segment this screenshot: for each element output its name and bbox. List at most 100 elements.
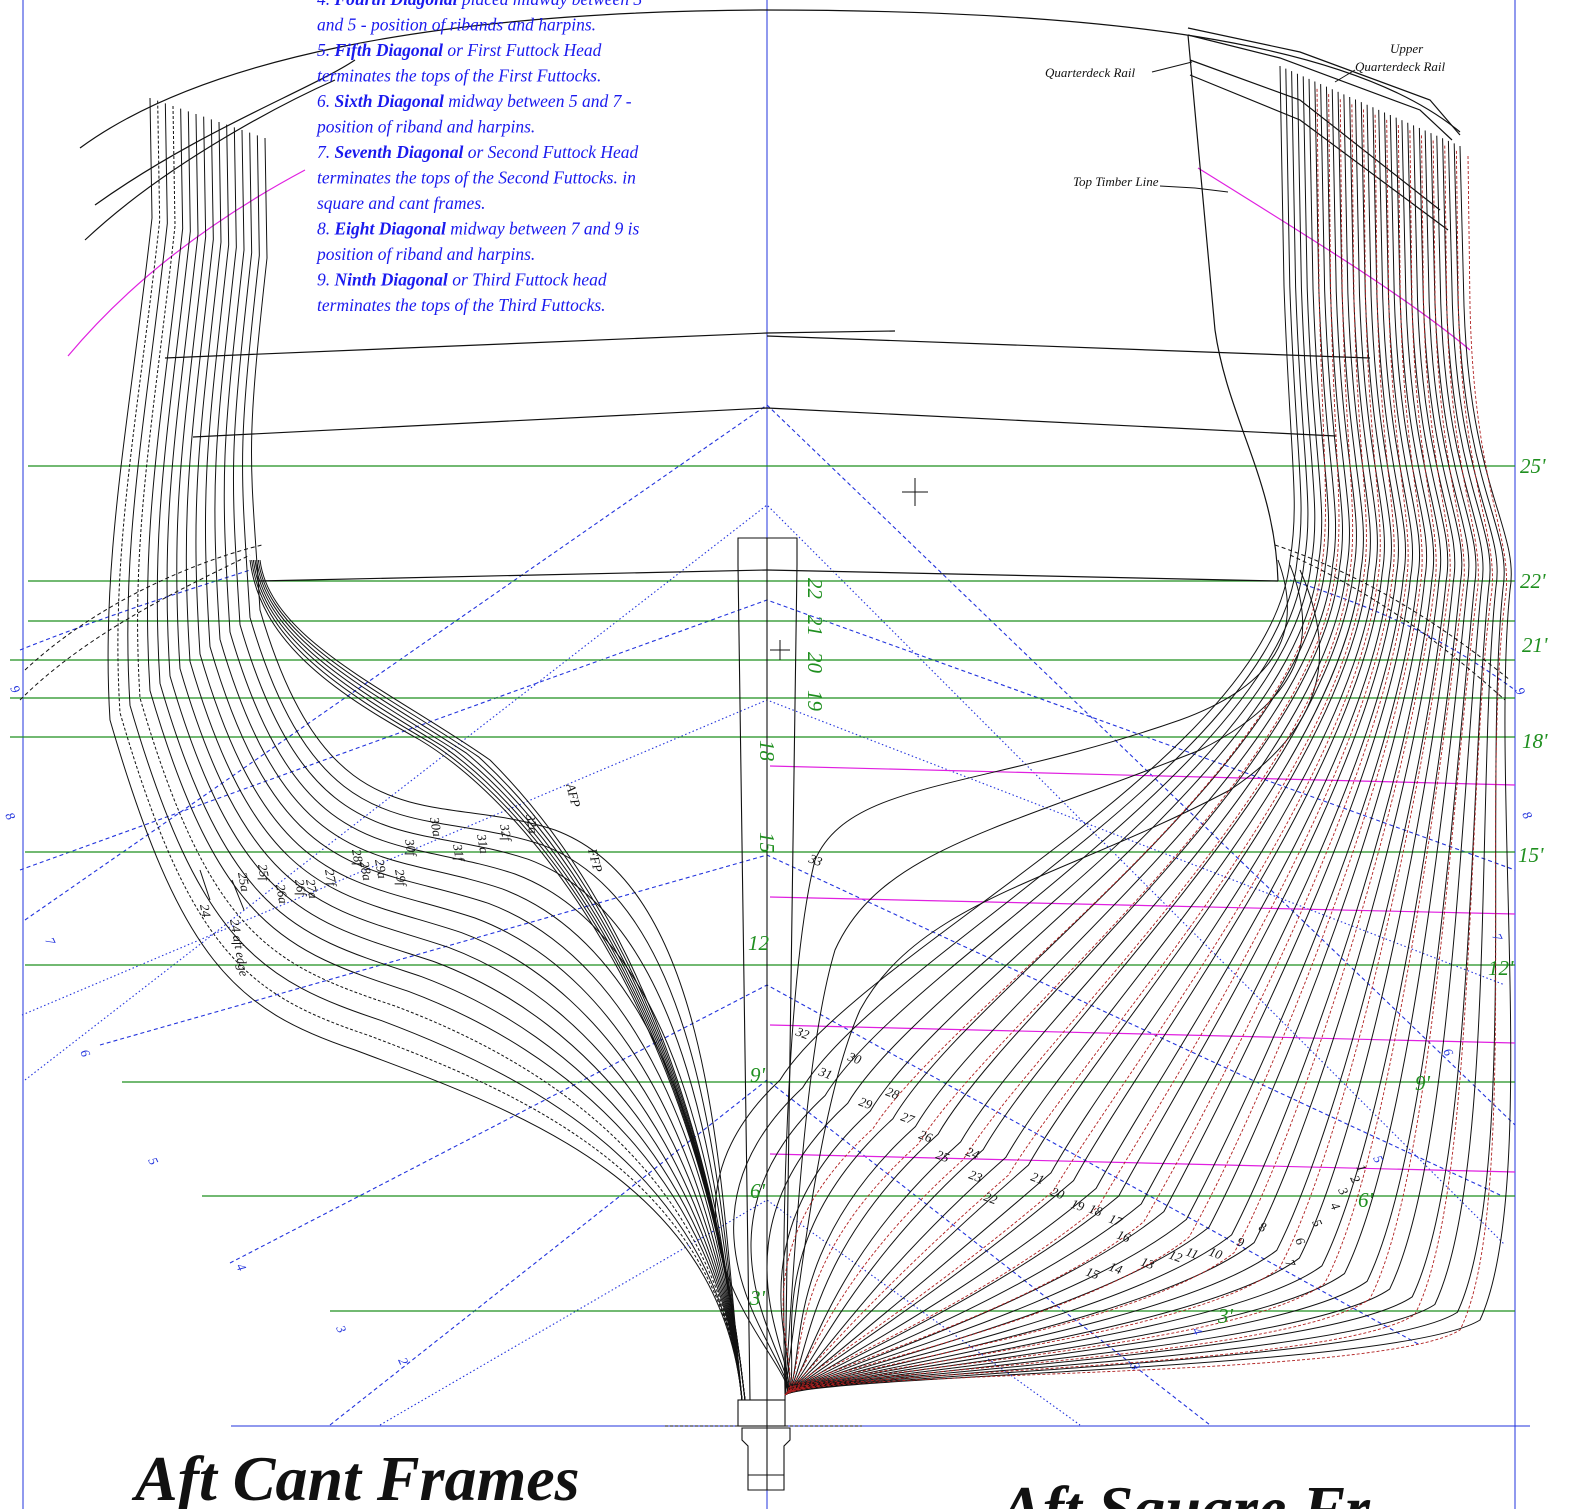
note-bold: Sixth Diagonal [335, 91, 445, 111]
centre-height-label: 20 [803, 652, 827, 674]
cant-frame-curve [249, 559, 746, 1401]
diagonal-number: 7 [1489, 931, 1506, 944]
diagonal-number: 8 [2, 810, 19, 823]
cant-frame-curve [223, 129, 743, 1401]
centre-height-labels: 22 21 20 19 18 15 12 9' 6' 3' [748, 578, 827, 1310]
square-frame-dashed-curve [784, 119, 1409, 1396]
note-text: midway between 5 and 7 - [444, 91, 632, 111]
cant-frame-curve [185, 119, 743, 1401]
note-text: terminates the tops of the First Futtock… [317, 66, 601, 86]
cant-frame-labels: 32a32f31a31f30a30f29f29a28f28a27f27a26f2… [235, 812, 541, 905]
ffp-label: FFP [585, 846, 606, 874]
square-frame-dashed-curves [782, 88, 1508, 1396]
square-frame-curve [784, 127, 1463, 1396]
note-text: position of riband and harpins. [315, 244, 535, 264]
diagonal-number: 4 [1189, 1325, 1206, 1338]
square-frame-label: 15 [1084, 1264, 1102, 1283]
cant-frame-curve [176, 116, 743, 1401]
note-line: terminates the tops of the Second Futtoc… [317, 168, 636, 188]
centre-height-label: 15 [755, 832, 779, 853]
note-line: and 5 - position of ribands and harpins. [317, 15, 596, 35]
cant-frame-curve [256, 559, 746, 1401]
square-frame-curve [784, 138, 1491, 1396]
waterline-label: 3' [1217, 1304, 1234, 1328]
diagonal-number: 6 [77, 1047, 94, 1060]
cant-frame-label: 29a [372, 858, 390, 880]
leader-lines [199, 61, 1356, 911]
square-frame-curve [784, 107, 1406, 1396]
square-frame-dashed-curve [784, 135, 1451, 1396]
square-frame-label: 23 [967, 1167, 985, 1186]
cant-frame-label: 32f [497, 822, 515, 844]
square-frame-label: 25 [934, 1147, 952, 1166]
square-frame-curve [784, 569, 1320, 1396]
top-timber-line-label: Top Timber Line [1073, 174, 1159, 189]
cant-frame-curve [146, 108, 743, 1401]
cant-frame-curve [156, 111, 743, 1401]
note-text: or Second Futtock Head [463, 142, 638, 162]
note-text: 5. [317, 40, 335, 60]
square-frame-label: 31 [816, 1063, 834, 1082]
cant-frame-curve [251, 137, 743, 1401]
square-frame-label: 21 [1029, 1169, 1046, 1188]
diagonal-number: 5 [145, 1155, 162, 1168]
note-line: 4. Fourth Diagonal placed midway between… [317, 0, 642, 9]
cant-frame-curve [242, 135, 743, 1401]
square-frame-curve [780, 76, 1323, 1396]
note-text: 8. [317, 219, 335, 239]
centre-height-label: 6' [750, 1179, 766, 1203]
square-frame-label: 17 [1107, 1211, 1125, 1230]
square-frame-label: 11 [1184, 1244, 1200, 1262]
square-frame-label: 33 [806, 850, 825, 869]
cant-frame-curves [107, 97, 746, 1401]
afp-label: AFP [563, 781, 584, 809]
cant-frame-curve [204, 124, 743, 1401]
waterline-label: 21' [1522, 633, 1548, 657]
square-frame-label: 13 [1139, 1254, 1157, 1273]
waterline-label: 25' [1520, 454, 1546, 478]
cant-frame-curve [251, 559, 746, 1401]
square-frame-dashed-curve [782, 88, 1326, 1396]
square-frame-label: 7 [1282, 1257, 1299, 1270]
cant-outer-dashed [19, 544, 1511, 701]
square-frame-curve [784, 122, 1449, 1396]
keel-post [665, 478, 928, 1491]
square-frame-label: 28 [884, 1084, 902, 1103]
note-text: placed midway between 3 [458, 0, 643, 9]
cant-frame-curve [137, 105, 743, 1401]
square-frame-curve [784, 96, 1378, 1396]
frame-24-label: 24 [197, 903, 214, 919]
diagonal-line [19, 569, 251, 651]
note-text: 6. [317, 91, 335, 111]
square-frame-curve [714, 65, 1295, 1396]
cant-frame-curve [259, 559, 746, 1401]
note-line: position of riband and harpins. [315, 117, 535, 137]
cant-frame-label: 26f [292, 878, 310, 899]
centre-height-label: 21 [803, 615, 827, 636]
note-text: square and cant frames. [317, 193, 486, 213]
centre-height-label: 18 [755, 740, 779, 762]
cant-frame-curve [117, 100, 743, 1401]
square-frame-curve [784, 91, 1364, 1396]
waterline-label: 15' [1518, 843, 1544, 867]
square-frame-label: 12 [1167, 1247, 1185, 1266]
note-text: and 5 - position of ribands and harpins. [317, 15, 596, 35]
cant-frame-label: 30f [402, 837, 420, 859]
square-frame-curve [784, 112, 1421, 1396]
note-bold: Seventh Diagonal [335, 142, 464, 162]
square-frame-curve [784, 140, 1498, 1396]
square-frame-label: 10 [1207, 1244, 1225, 1263]
diagonal-number: 5 [1370, 1153, 1387, 1166]
square-frame-curve [784, 145, 1512, 1396]
waterline-label: 12' [1488, 956, 1514, 980]
note-text: or First Futtock Head [443, 40, 602, 60]
square-frame-curve [784, 117, 1435, 1396]
deck-lines [79, 9, 1461, 582]
square-frame-label: 20 [1049, 1184, 1067, 1203]
quarterdeck-rail-label: Quarterdeck Rail [1045, 65, 1136, 80]
square-frame-label: 5 [1309, 1217, 1326, 1230]
cant-frame-label: 25a [235, 871, 253, 893]
